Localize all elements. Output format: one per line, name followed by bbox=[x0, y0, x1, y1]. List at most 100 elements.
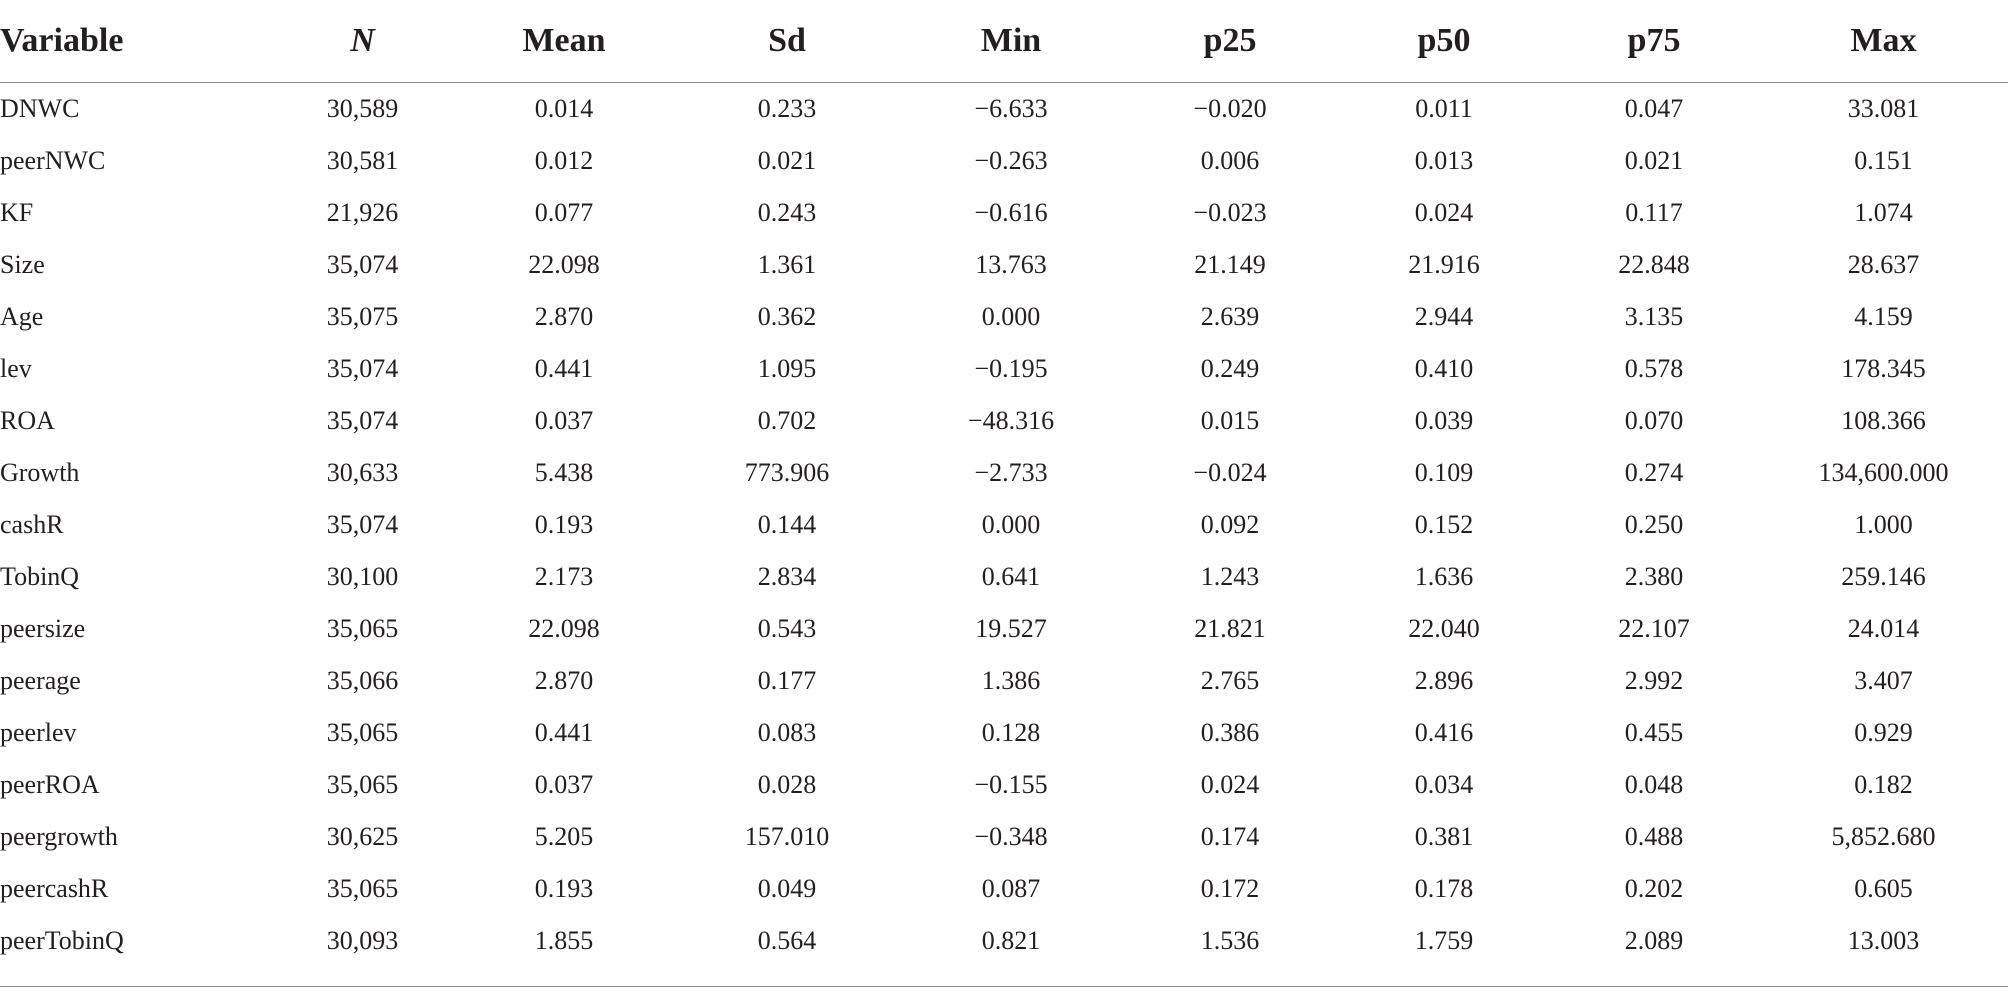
cell-sd: 0.177 bbox=[757, 666, 817, 695]
cell-p50: 22.040 bbox=[1408, 614, 1480, 643]
cell-p75: 0.070 bbox=[1624, 406, 1684, 435]
cell-sd: 157.010 bbox=[744, 822, 830, 851]
cell-min: 0.000 bbox=[981, 510, 1041, 539]
column-header-variable: Variable bbox=[0, 0, 270, 83]
cell-max: 134,600.000 bbox=[1818, 458, 1949, 487]
cell-min: −2.733 bbox=[974, 458, 1048, 487]
column-header-n: N bbox=[270, 0, 455, 83]
cell-p75: 2.992 bbox=[1624, 666, 1684, 695]
cell-variable: DNWC bbox=[0, 94, 80, 123]
table-bottom-rule bbox=[0, 986, 2008, 987]
cell-sd: 773.906 bbox=[744, 458, 830, 487]
cell-max: 0.929 bbox=[1854, 718, 1913, 747]
table-row: Growth 30,633 5.438 773.906 −2.733 −0.024 0.10… bbox=[0, 447, 2008, 499]
cell-p75: 0.455 bbox=[1624, 718, 1684, 747]
cell-mean: 0.037 bbox=[534, 770, 594, 799]
cell-min: −0.616 bbox=[974, 198, 1048, 227]
table-row: peersize 35,065 22.098 0.543 19.527 21.821 22.… bbox=[0, 603, 2008, 655]
cell-max: 1.074 bbox=[1854, 198, 1913, 227]
cell-mean: 5.438 bbox=[534, 458, 594, 487]
table-row: cashR 35,074 0.193 0.144 0.000 0.092 0.152 0.25… bbox=[0, 499, 2008, 551]
cell-variable: peersize bbox=[0, 614, 86, 643]
cell-mean: 5.205 bbox=[534, 822, 594, 851]
cell-sd: 0.543 bbox=[757, 614, 817, 643]
cell-min: −6.633 bbox=[974, 94, 1048, 123]
table-row: DNWC 30,589 0.014 0.233 −6.633 −0.020 0.011 0.0… bbox=[0, 83, 2008, 136]
table-row: peercashR 35,065 0.193 0.049 0.087 0.172 0.178… bbox=[0, 863, 2008, 915]
cell-max: 4.159 bbox=[1854, 302, 1913, 331]
cell-variable: cashR bbox=[0, 510, 64, 539]
summary-statistics-table: Variable N Mean Sd Min p25 p50 p75 Max D… bbox=[0, 0, 2008, 955]
cell-mean: 2.870 bbox=[534, 302, 594, 331]
cell-n: 30,625 bbox=[326, 822, 399, 851]
cell-n: 35,074 bbox=[326, 354, 399, 383]
cell-p75: 0.021 bbox=[1624, 146, 1684, 175]
cell-p25: 21.149 bbox=[1194, 250, 1266, 279]
cell-max: 33.081 bbox=[1847, 94, 1920, 123]
cell-min: 13.763 bbox=[975, 250, 1047, 279]
cell-mean: 0.441 bbox=[534, 354, 594, 383]
cell-p50: 2.944 bbox=[1414, 302, 1474, 331]
cell-p25: 1.536 bbox=[1200, 926, 1260, 955]
cell-p50: 1.759 bbox=[1414, 926, 1474, 955]
column-header-p25: p25 bbox=[1121, 0, 1339, 83]
cell-n: 35,074 bbox=[326, 510, 399, 539]
cell-p50: 0.011 bbox=[1415, 94, 1473, 123]
cell-min: 0.000 bbox=[981, 302, 1041, 331]
cell-variable: TobinQ bbox=[0, 562, 80, 591]
table-row: peergrowth 30,625 5.205 157.010 −0.348 0.174 0… bbox=[0, 811, 2008, 863]
cell-p75: 0.048 bbox=[1624, 770, 1684, 799]
cell-mean: 0.193 bbox=[534, 510, 594, 539]
cell-p25: −0.020 bbox=[1193, 94, 1267, 123]
cell-min: 0.821 bbox=[981, 926, 1041, 955]
table-row: peerNWC 30,581 0.012 0.021 −0.263 0.006 0.013 0… bbox=[0, 135, 2008, 187]
table-row: TobinQ 30,100 2.173 2.834 0.641 1.243 1.636 2.3… bbox=[0, 551, 2008, 603]
cell-variable: peergrowth bbox=[0, 822, 118, 851]
cell-mean: 0.037 bbox=[534, 406, 594, 435]
cell-p50: 0.034 bbox=[1414, 770, 1474, 799]
cell-n: 35,066 bbox=[326, 666, 399, 695]
cell-max: 24.014 bbox=[1847, 614, 1920, 643]
cell-sd: 0.049 bbox=[757, 874, 817, 903]
cell-p25: 0.174 bbox=[1200, 822, 1260, 851]
cell-p75: 0.117 bbox=[1625, 198, 1683, 227]
cell-max: 0.605 bbox=[1854, 874, 1913, 903]
cell-p25: 0.092 bbox=[1200, 510, 1260, 539]
cell-max: 259.146 bbox=[1841, 562, 1926, 591]
cell-min: −0.348 bbox=[974, 822, 1048, 851]
cell-p50: 0.024 bbox=[1414, 198, 1474, 227]
cell-p25: 2.639 bbox=[1200, 302, 1260, 331]
cell-min: −0.263 bbox=[974, 146, 1048, 175]
cell-p50: 0.039 bbox=[1414, 406, 1474, 435]
cell-variable: Size bbox=[0, 250, 45, 279]
cell-p75: 0.202 bbox=[1624, 874, 1684, 903]
cell-n: 30,093 bbox=[326, 926, 399, 955]
cell-sd: 0.028 bbox=[757, 770, 817, 799]
cell-mean: 22.098 bbox=[528, 250, 600, 279]
cell-variable: lev bbox=[0, 354, 32, 383]
cell-max: 0.151 bbox=[1854, 146, 1913, 175]
cell-n: 35,065 bbox=[326, 770, 399, 799]
cell-variable: Age bbox=[0, 302, 44, 331]
cell-sd: 1.361 bbox=[757, 250, 817, 279]
cell-n: 30,589 bbox=[326, 94, 399, 123]
cell-p50: 1.636 bbox=[1414, 562, 1474, 591]
cell-max: 28.637 bbox=[1847, 250, 1920, 279]
table-row: ROA 35,074 0.037 0.702 −48.316 0.015 0.039 0.07… bbox=[0, 395, 2008, 447]
cell-n: 35,065 bbox=[326, 874, 399, 903]
table-row: KF 21,926 0.077 0.243 −0.616 −0.023 0.024 0.117… bbox=[0, 187, 2008, 239]
cell-p75: 22.848 bbox=[1618, 250, 1690, 279]
cell-sd: 0.083 bbox=[757, 718, 817, 747]
column-header-mean: Mean bbox=[455, 0, 673, 83]
header-row: Variable N Mean Sd Min p25 p50 p75 Max bbox=[0, 0, 2008, 83]
table-row: peerROA 35,065 0.037 0.028 −0.155 0.024 0.034 0… bbox=[0, 759, 2008, 811]
cell-max: 3.407 bbox=[1854, 666, 1913, 695]
cell-min: 0.128 bbox=[981, 718, 1041, 747]
cell-min: 0.641 bbox=[981, 562, 1041, 591]
cell-p50: 0.416 bbox=[1414, 718, 1474, 747]
cell-n: 35,075 bbox=[326, 302, 399, 331]
cell-p50: 0.381 bbox=[1414, 822, 1474, 851]
cell-variable: peerTobinQ bbox=[0, 926, 124, 955]
cell-variable: KF bbox=[0, 198, 34, 227]
cell-p25: 0.015 bbox=[1200, 406, 1260, 435]
